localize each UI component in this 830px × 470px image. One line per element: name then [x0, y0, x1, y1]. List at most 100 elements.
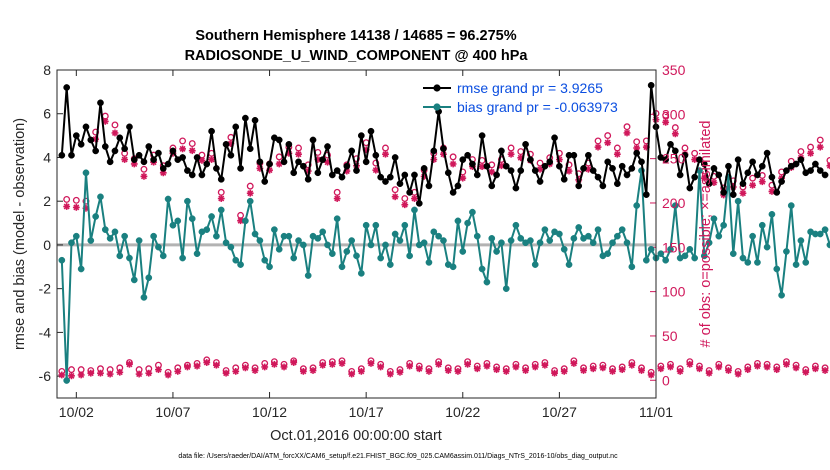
obs-assimilated-point [662, 118, 670, 126]
rmse-point [488, 182, 496, 190]
rmse-point [623, 171, 631, 179]
rmse-point [517, 167, 525, 174]
bias-point [300, 241, 307, 249]
rmse-point [150, 156, 157, 164]
obs-assimilated-point [241, 364, 249, 372]
bias-point [333, 215, 341, 223]
y2-tick-label: 300 [662, 106, 686, 122]
obs-assimilated-point [754, 362, 761, 370]
bias-point [464, 219, 471, 227]
obs-assimilated-point [319, 361, 327, 369]
rmse-point [179, 154, 186, 161]
obs-possible-point [594, 137, 602, 145]
rmse-point [382, 178, 389, 185]
obs-assimilated-point [280, 363, 288, 371]
bias-point [541, 226, 549, 233]
obs-possible-point [681, 144, 689, 152]
rmse-point [715, 171, 723, 179]
obs-assimilated-point [604, 139, 612, 147]
obs-possible-point [797, 148, 805, 156]
rmse-point [744, 169, 752, 177]
obs-assimilated-point [783, 360, 790, 368]
bias-point [517, 235, 525, 242]
rmse-point [314, 169, 322, 177]
rmse-point [280, 158, 288, 166]
obs-assimilated-series [58, 116, 830, 380]
obs-assimilated-point [560, 368, 568, 375]
obs-possible-point [633, 138, 641, 146]
obs-assimilated-point [411, 195, 418, 202]
bias-point [473, 232, 481, 240]
rmse-point [594, 173, 602, 181]
obs-assimilated-point [367, 360, 375, 367]
obs-possible-point [391, 186, 399, 194]
bias-point [367, 241, 375, 249]
obs-assimilated-point [671, 130, 679, 138]
bias-point [319, 228, 327, 236]
obs-assimilated-point [68, 372, 75, 380]
bias-point [459, 248, 467, 255]
x-axis-label: Oct.01,2016 00:00:00 start [270, 428, 442, 444]
x-tick-label: 10/02 [59, 404, 94, 420]
bias-point [101, 226, 109, 233]
obs-assimilated-point [623, 129, 631, 137]
obs-possible-point [372, 159, 380, 167]
bias-point [623, 239, 631, 247]
obs-assimilated-point [87, 369, 95, 377]
obs-assimilated-point [77, 371, 85, 379]
rmse-point [357, 132, 365, 139]
bias-point [92, 213, 99, 220]
obs-possible-point [662, 111, 670, 119]
bias-point [589, 239, 597, 247]
rmse-point [773, 189, 781, 196]
obs-assimilated-point [145, 369, 153, 377]
obs-assimilated-point [802, 368, 810, 376]
rmse-point [493, 171, 500, 179]
bias-point [642, 256, 650, 264]
bias-point [507, 237, 515, 244]
series-group [58, 81, 830, 384]
rmse-point [498, 147, 505, 155]
obs-assimilated-point [676, 368, 684, 375]
rmse-point [68, 151, 75, 159]
bias-point [691, 254, 698, 262]
obs-assimilated-point [628, 361, 636, 369]
bias-point [116, 252, 124, 260]
obs-assimilated-point [570, 360, 578, 367]
rmse-point [367, 127, 375, 135]
obs-assimilated-point [401, 201, 409, 209]
obs-assimilated-point [299, 368, 307, 375]
obs-assimilated-point [246, 189, 254, 197]
obs-assimilated-point [290, 359, 298, 366]
bias-point [193, 250, 201, 258]
bias-point [150, 232, 157, 240]
rmse-point [734, 156, 742, 164]
bias-point [700, 252, 708, 260]
bias-point [614, 232, 621, 240]
obs-assimilated-point [435, 360, 443, 368]
obs-assimilated-point [203, 359, 211, 366]
y2-axis-label: # of obs: o=possible; ×=assimilated [698, 121, 714, 348]
rmse-point [159, 165, 167, 172]
rmse-point [628, 165, 636, 172]
obs-assimilated-point [739, 189, 747, 197]
bias-point [705, 239, 713, 247]
bias-point [493, 248, 500, 255]
y2-tick-label: 0 [662, 372, 670, 388]
rmse-point [681, 151, 689, 159]
bias-point [546, 237, 554, 244]
obs-assimilated-point [72, 204, 80, 211]
rmse-point [749, 158, 756, 166]
bias-point [720, 221, 727, 229]
obs-possible-point [449, 153, 457, 161]
rmse-point [512, 184, 520, 192]
obs-assimilated-point [386, 370, 394, 378]
rmse-point [391, 154, 399, 161]
bias-point [821, 226, 829, 233]
rmse-point [92, 147, 99, 155]
obs-assimilated-point [609, 368, 616, 375]
rmse-point [541, 162, 549, 170]
x-tick-label: 11/01 [639, 404, 673, 420]
obs-possible-point [333, 188, 341, 196]
legend-bias-label: bias grand pr = -0.063973 [457, 99, 618, 115]
